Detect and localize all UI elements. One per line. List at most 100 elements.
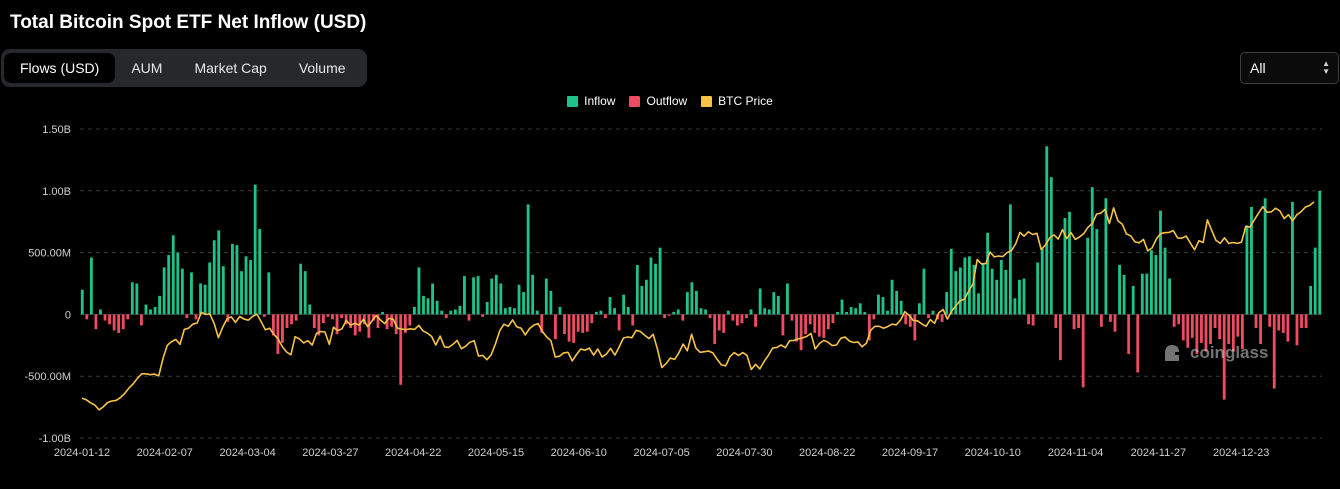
legend-item-inflow[interactable]: Inflow — [567, 94, 615, 108]
outflow-bar — [312, 314, 316, 328]
inflow-bar — [854, 308, 858, 315]
tab-flows-usd[interactable]: Flows (USD) — [4, 53, 116, 83]
inflow-bar — [836, 311, 839, 315]
x-tick-label: 2024-12-23 — [1213, 447, 1269, 459]
outflow-bar — [121, 314, 125, 330]
outflow-bar — [285, 314, 289, 328]
outflow-bar — [467, 314, 471, 321]
inflow-bar — [89, 257, 93, 315]
inflow-bar — [981, 263, 985, 315]
inflow-bar — [695, 290, 698, 315]
outflow-bar — [581, 314, 585, 333]
outflow-bar — [340, 314, 343, 319]
inflow-bar — [490, 278, 494, 315]
inflow-bar — [890, 279, 894, 315]
inflow-bar — [249, 260, 253, 315]
outflow-bar — [604, 314, 607, 319]
outflow-bar — [731, 314, 735, 321]
outflow-bar — [1054, 314, 1058, 328]
inflow-bar — [963, 257, 967, 315]
range-select[interactable]: All ▲ ▼ — [1240, 52, 1339, 84]
inflow-bar — [945, 292, 949, 315]
outflow-bar — [1031, 314, 1035, 326]
x-tick-label: 2024-08-22 — [799, 447, 855, 459]
inflow-bar — [749, 309, 753, 315]
legend-label-inflow: Inflow — [584, 94, 616, 108]
inflow-bar — [654, 263, 657, 315]
outflow-bar — [826, 314, 830, 330]
tab-volume[interactable]: Volume — [298, 60, 346, 76]
outflow-bar — [1227, 314, 1231, 345]
outflow-bar — [481, 314, 485, 317]
outflow-bar — [1181, 314, 1185, 341]
inflow-bar — [494, 274, 498, 315]
outflow-bar — [1077, 314, 1081, 328]
page-title: Total Bitcoin Spot ETF Net Inflow (USD) — [10, 12, 367, 33]
outflow-bar — [271, 314, 275, 336]
inflow-bar — [1063, 217, 1067, 315]
range-select-value: All — [1250, 60, 1266, 76]
outflow-bar — [317, 314, 321, 336]
outflow-bar — [335, 314, 339, 335]
outflow-bar — [1177, 314, 1181, 325]
inflow-bar — [613, 308, 616, 315]
outflow-bar — [795, 314, 798, 342]
outflow-bar — [103, 314, 107, 321]
btc-price-line — [81, 201, 1315, 411]
inflow-bar — [845, 311, 848, 315]
inflow-bar — [1045, 146, 1049, 315]
outflow-bar — [1281, 314, 1285, 333]
inflow-bar — [776, 295, 780, 315]
inflow-bar — [558, 306, 562, 315]
outflow-bar — [1286, 314, 1290, 342]
metric-tabs: Flows (USD) AUM Market Cap Volume — [1, 49, 367, 87]
outflow-bar — [822, 314, 826, 338]
inflow-bar — [1309, 285, 1313, 315]
inflow-bar — [1086, 237, 1090, 315]
inflow-bar — [240, 271, 243, 315]
outflow-bar — [444, 314, 448, 319]
inflow-bar — [1013, 298, 1017, 315]
inflow-bar — [217, 230, 221, 315]
outflow-bar — [872, 314, 876, 320]
inflow-bar — [508, 306, 512, 315]
outflow-bar — [667, 314, 671, 316]
outflow-bar — [1027, 314, 1030, 325]
inflow-bar — [1131, 285, 1135, 315]
x-tick-label: 2024-01-12 — [54, 447, 110, 459]
outflow-bar — [85, 314, 89, 320]
inflow-bar — [244, 256, 248, 315]
inflow-bar — [422, 295, 425, 315]
outflow-bar — [1218, 314, 1222, 340]
inflow-bar — [499, 283, 503, 315]
outflow-bar — [713, 314, 717, 345]
inflow-bar — [1008, 204, 1012, 315]
outflow-bar — [554, 314, 557, 340]
inflow-bar — [1154, 255, 1158, 315]
outflow-bar — [904, 314, 908, 325]
x-tick-label: 2024-02-07 — [137, 447, 193, 459]
inflow-bar — [1004, 269, 1008, 315]
legend-item-outflow[interactable]: Outflow — [629, 94, 687, 108]
inflow-bar — [1068, 211, 1071, 315]
x-tick-label: 2024-11-27 — [1131, 447, 1186, 459]
inflow-bar — [622, 294, 626, 315]
outflow-bar — [908, 314, 912, 327]
outflow-bar — [331, 314, 334, 320]
coinglass-watermark: coinglass — [1160, 341, 1268, 365]
outflow-bar — [927, 314, 930, 319]
tab-aum[interactable]: AUM — [131, 60, 163, 76]
tab-market-cap[interactable]: Market Cap — [194, 60, 267, 76]
legend-item-btc-price[interactable]: BTC Price — [701, 94, 773, 108]
inflow-bar — [267, 272, 271, 315]
inflow-bar — [199, 283, 202, 315]
outflow-bar — [408, 314, 412, 326]
y-tick-label: -1.00B — [39, 433, 71, 445]
inflow-bar — [453, 309, 457, 315]
inflow-bar — [303, 271, 307, 315]
inflow-bar — [608, 297, 612, 315]
outflow-bar — [1231, 314, 1235, 352]
outflow-bar — [1127, 314, 1131, 354]
outflow-bar — [717, 314, 721, 331]
inflow-bar — [308, 304, 312, 315]
